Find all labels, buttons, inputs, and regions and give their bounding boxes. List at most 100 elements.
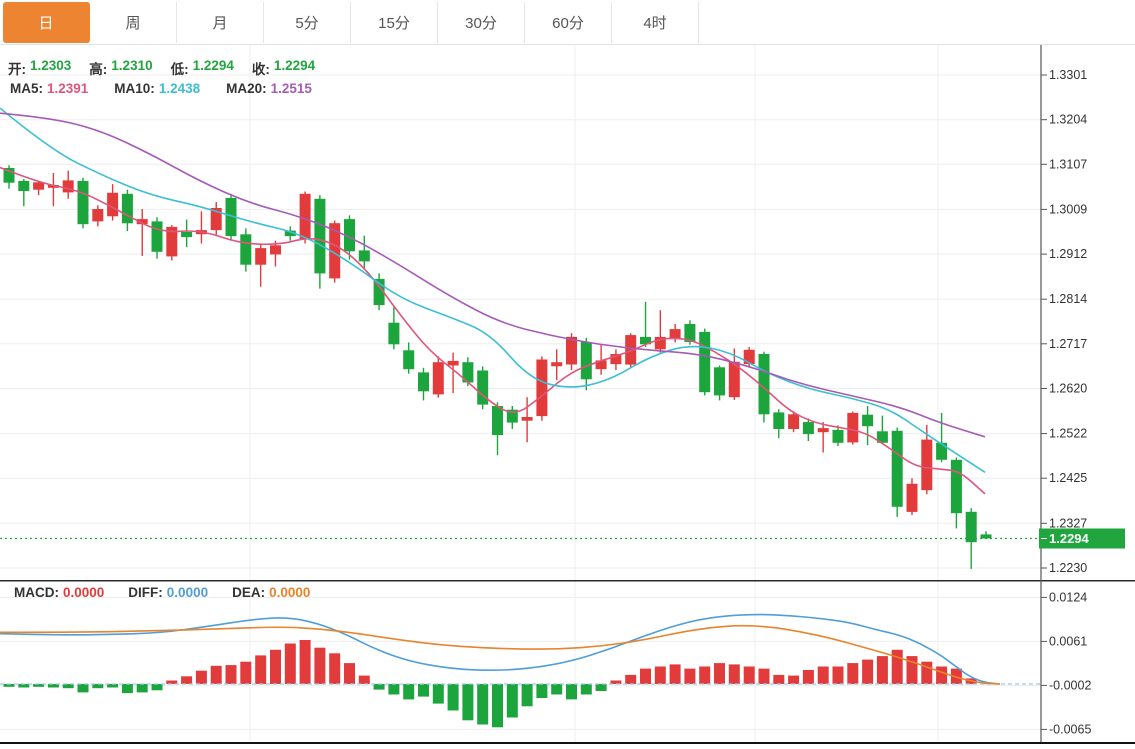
macd-histogram-bar	[506, 684, 518, 718]
dea-value-legend: DEA: 0.0000	[232, 585, 311, 600]
candle-body	[255, 248, 267, 265]
candle-body	[47, 185, 59, 188]
price-axis-label: 1.3009	[1049, 202, 1087, 216]
candle-body	[906, 483, 918, 512]
candle-body	[640, 336, 651, 345]
ma-legend: MA5: 1.2391 MA10: 1.2438 MA20: 1.2515	[10, 81, 338, 96]
timeframe-tab-month[interactable]: 月	[177, 1, 264, 43]
macd-histogram-bar	[225, 665, 237, 684]
macd-axis-label: 0.0124	[1049, 590, 1087, 604]
macd-histogram-bar	[181, 676, 193, 684]
macd-histogram-bar	[388, 684, 400, 695]
price-axis-label: 1.2717	[1049, 337, 1087, 351]
macd-histogram-bar	[432, 684, 444, 704]
candle-body	[950, 459, 962, 514]
candle-body	[580, 342, 592, 380]
macd-histogram-bar	[77, 684, 89, 693]
macd-histogram-bar	[536, 684, 548, 698]
timeframe-tab-30min[interactable]: 30分	[438, 1, 525, 43]
price-axis-label: 1.2327	[1049, 516, 1087, 530]
candle-body	[33, 182, 45, 190]
candle-body	[980, 534, 992, 539]
macd-histogram-bar	[640, 668, 651, 684]
candle-body	[965, 511, 977, 543]
macd-histogram-bar	[373, 684, 385, 690]
candle-body	[388, 322, 400, 345]
candle-body	[225, 197, 237, 237]
price-axis-label: 1.3107	[1049, 157, 1087, 171]
candle-body	[876, 431, 888, 443]
macd-histogram-bar	[255, 655, 267, 684]
candle-body	[358, 250, 370, 262]
candle-body	[462, 362, 474, 383]
timeframe-tab-4hour[interactable]: 4时	[612, 1, 699, 43]
macd-histogram-bar	[166, 680, 178, 684]
macd-histogram-bar	[418, 684, 429, 697]
ohlc-high: 高: 1.2310	[89, 58, 153, 77]
ohlc-close: 收: 1.2294	[251, 58, 316, 77]
candle-body	[654, 336, 666, 350]
candle-body	[847, 412, 859, 443]
macd-histogram-bar	[728, 664, 740, 684]
candle-body	[492, 406, 503, 435]
candle-body	[447, 360, 459, 366]
macd-histogram-bar	[595, 684, 607, 691]
macd-histogram-bar	[580, 684, 592, 695]
candle-body	[506, 409, 518, 423]
panel-separator	[0, 580, 1135, 582]
candle-body	[314, 198, 326, 274]
timeframe-tab-day[interactable]: 日	[3, 1, 90, 43]
candle-body	[121, 193, 133, 224]
candle-body	[107, 192, 119, 217]
candle-body	[921, 439, 933, 491]
candle-body	[832, 429, 844, 443]
macd-histogram-bar	[654, 666, 666, 684]
macd-histogram-bar	[936, 666, 948, 684]
candle-body	[181, 232, 193, 238]
macd-histogram-bar	[284, 643, 296, 684]
macd-histogram-bar	[832, 666, 844, 684]
macd-plot-area[interactable]	[0, 582, 1041, 742]
candle-body	[684, 324, 696, 342]
macd-histogram-bar	[151, 684, 163, 691]
panel-separator	[1042, 580, 1135, 582]
macd-histogram-bar	[758, 668, 770, 684]
candle-body	[344, 219, 355, 252]
macd-histogram-bar	[92, 684, 104, 689]
macd-histogram-bar	[136, 684, 148, 693]
macd-histogram-bar	[669, 664, 681, 684]
timeframe-tab-15min[interactable]: 15分	[351, 1, 438, 43]
candle-body	[270, 245, 281, 255]
macd-histogram-bar	[462, 684, 474, 721]
macd-histogram-bar	[625, 674, 637, 684]
macd-histogram-bar	[240, 661, 252, 684]
macd-histogram-bar	[684, 668, 696, 684]
price-chart-plot-area[interactable]	[0, 45, 1041, 580]
timeframe-tab-week[interactable]: 周	[90, 1, 177, 43]
macd-histogram-bar	[477, 684, 489, 725]
candle-body	[862, 414, 874, 427]
dea-line	[0, 624, 1001, 685]
current-price-tag	[1039, 528, 1125, 549]
macd-value-legend: MACD: 0.0000	[14, 585, 105, 600]
macd-histogram-bar	[314, 647, 326, 684]
macd-legend: MACD: 0.0000 DIFF: 0.0000 DEA: 0.0000	[14, 585, 334, 600]
candle-body	[299, 193, 311, 240]
macd-histogram-bar	[610, 680, 622, 684]
ma10-legend: MA10: 1.2438	[114, 81, 201, 96]
candle-body	[210, 208, 222, 231]
price-axis-label: 1.2425	[1049, 471, 1087, 485]
macd-axis-label: -0.0065	[1049, 722, 1091, 736]
candle-body	[18, 180, 30, 191]
diff-value-legend: DIFF: 0.0000	[128, 585, 209, 600]
ma10-line	[0, 107, 986, 473]
candle-body	[240, 234, 252, 265]
candle-body	[521, 417, 533, 421]
timeframe-tab-60min[interactable]: 60分	[525, 1, 612, 43]
candle-body	[284, 230, 296, 237]
macd-histogram-bar	[62, 684, 74, 689]
timeframe-tab-5min[interactable]: 5分	[264, 1, 351, 43]
macd-histogram-bar	[492, 684, 503, 728]
candle-body	[788, 414, 800, 429]
